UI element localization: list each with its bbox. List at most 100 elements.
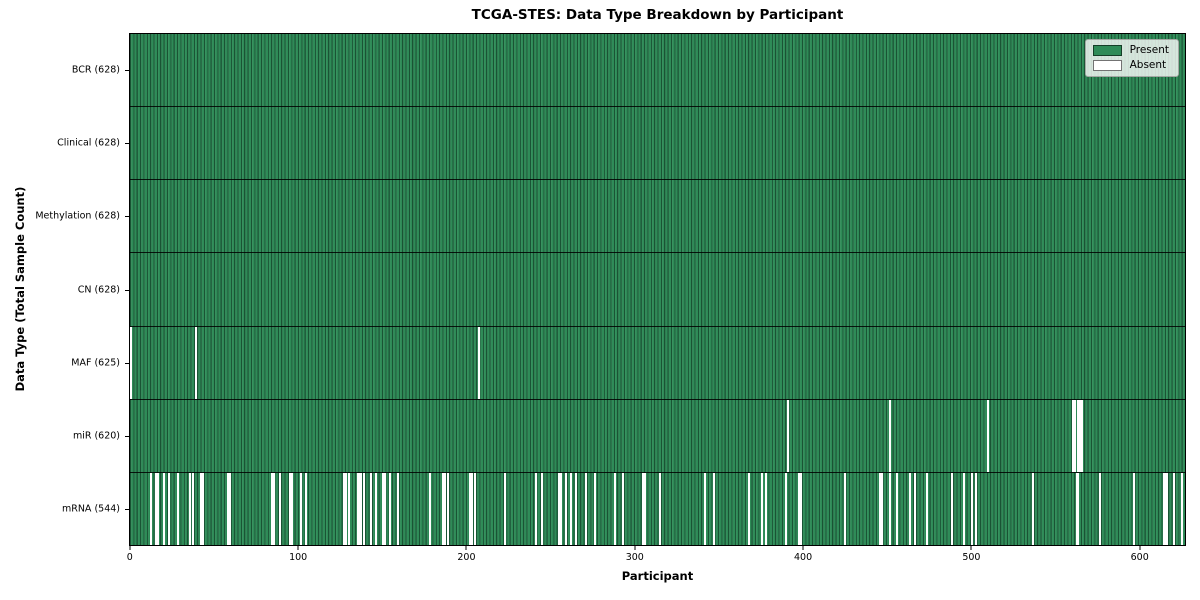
absent-mark <box>895 472 898 545</box>
y-tick-label: BCR (628) <box>71 64 120 76</box>
heatmap-row-bcr <box>130 34 1185 108</box>
absent-mark <box>363 472 366 545</box>
absent-mark <box>291 472 294 545</box>
y-tick-label: Clinical (628) <box>57 137 120 149</box>
absent-mark <box>447 472 450 545</box>
absent-mark <box>764 472 767 545</box>
y-tick-mark <box>125 142 129 144</box>
y-tick-mark <box>125 289 129 291</box>
absent-mark <box>348 472 351 545</box>
absent-mark <box>129 326 132 399</box>
x-tick-label: 0 <box>126 552 133 563</box>
heatmap-row-cn <box>130 253 1185 327</box>
x-axis-ticks: 0 100 200 300 400 500 600 <box>126 546 1186 572</box>
y-tick-mark <box>125 436 129 438</box>
absent-mark <box>564 472 567 545</box>
absent-mark <box>270 472 273 545</box>
absent-mark <box>155 472 158 545</box>
absent-mark <box>926 472 929 545</box>
absent-mark <box>559 472 562 545</box>
absent-mark <box>396 472 399 545</box>
x-tick-label: 500 <box>962 552 981 563</box>
absent-mark <box>541 472 544 545</box>
absent-mark <box>227 472 230 545</box>
x-tick-mark <box>970 546 972 550</box>
absent-mark <box>1031 472 1034 545</box>
absent-mark <box>428 472 431 545</box>
absent-mark <box>149 472 152 545</box>
y-axis-ticks: BCR (628) Clinical (628) Methylation (628)… <box>0 33 129 546</box>
heatmap-rows <box>129 34 1185 545</box>
x-tick-mark <box>297 546 299 550</box>
absent-mark <box>642 472 645 545</box>
absent-mark <box>798 472 801 545</box>
absent-mark <box>1164 472 1167 545</box>
absent-mark <box>299 472 302 545</box>
y-tick-mark <box>125 362 129 364</box>
absent-mark <box>289 472 292 545</box>
absent-mark <box>1077 472 1080 545</box>
absent-mark <box>951 472 954 545</box>
absent-mark <box>156 472 159 545</box>
absent-mark <box>704 472 707 545</box>
absent-mark <box>195 326 198 399</box>
heatmap-row-methylation <box>130 180 1185 254</box>
absent-mark <box>643 472 646 545</box>
absent-mark <box>534 472 537 545</box>
absent-mark <box>1075 472 1078 545</box>
y-tick-mark <box>125 509 129 511</box>
absent-mark <box>477 326 480 399</box>
y-tick-mark <box>125 216 129 218</box>
absent-mark <box>622 472 625 545</box>
absent-mark <box>443 472 446 545</box>
absent-mark <box>613 472 616 545</box>
absent-mark <box>375 472 378 545</box>
heatmap-row-mir <box>130 399 1185 473</box>
absent-mark <box>659 472 662 545</box>
plot-area: Present Absent <box>129 33 1186 546</box>
heatmap-row-maf <box>129 326 1185 400</box>
absent-mark <box>279 472 282 545</box>
absent-mark <box>168 472 171 545</box>
x-tick-mark <box>465 546 467 550</box>
absent-mark <box>469 472 472 545</box>
absent-mark <box>786 399 789 472</box>
absent-mark <box>974 472 977 545</box>
heatmap-row-mrna <box>130 472 1185 545</box>
absent-mark <box>558 472 561 545</box>
absent-mark <box>914 472 917 545</box>
y-tick-mark <box>125 69 129 71</box>
legend-swatch-icon <box>1092 45 1122 56</box>
x-tick-label: 600 <box>1130 552 1149 563</box>
x-tick-mark <box>129 546 131 550</box>
absent-mark <box>176 472 179 545</box>
x-tick-label: 100 <box>289 552 308 563</box>
absent-mark <box>1077 399 1080 472</box>
x-tick-mark <box>634 546 636 550</box>
absent-mark <box>1173 472 1176 545</box>
y-tick-label: miR (620) <box>72 430 120 442</box>
absent-mark <box>800 472 803 545</box>
legend-label: Absent <box>1129 59 1167 72</box>
y-tick-label: Methylation (628) <box>35 210 120 222</box>
absent-mark <box>880 472 883 545</box>
absent-mark <box>712 472 715 545</box>
absent-mark <box>442 472 445 545</box>
absent-mark <box>191 472 194 545</box>
chart-title: TCGA-STES: Data Type Breakdown by Partic… <box>471 7 844 23</box>
x-tick-label: 200 <box>457 552 476 563</box>
absent-mark <box>963 472 966 545</box>
absent-mark <box>879 472 882 545</box>
absent-mark <box>1072 399 1075 472</box>
absent-mark <box>593 472 596 545</box>
absent-mark <box>971 472 974 545</box>
absent-mark <box>1132 472 1135 545</box>
x-tick-mark <box>1139 546 1141 550</box>
absent-mark <box>272 472 275 545</box>
absent-mark <box>304 472 307 545</box>
x-tick-mark <box>802 546 804 550</box>
absent-mark <box>470 472 473 545</box>
absent-mark <box>163 472 166 545</box>
absent-mark <box>200 472 203 545</box>
absent-mark <box>1080 399 1083 472</box>
